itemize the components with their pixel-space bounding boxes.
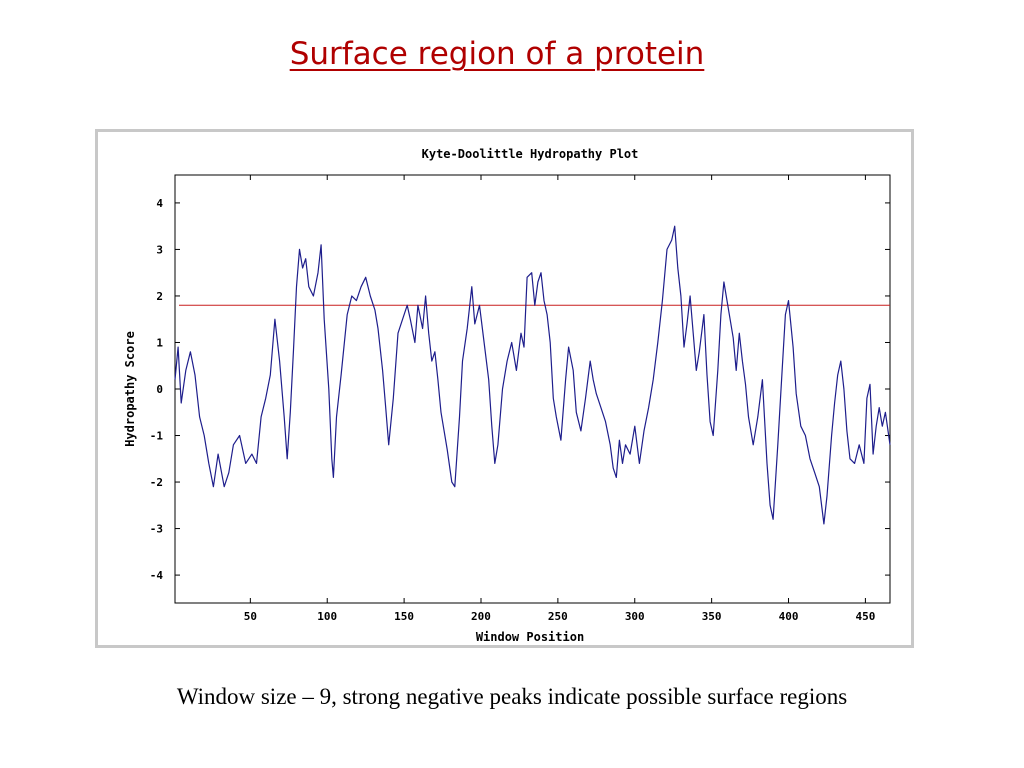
hydropathy-chart: Kyte-Doolittle Hydropathy Plot Window Po…	[123, 147, 891, 644]
x-axis-label: Window Position	[476, 630, 584, 644]
x-tick-label: 250	[548, 610, 568, 623]
x-tick-label: 50	[244, 610, 257, 623]
y-axis-label: Hydropathy Score	[123, 331, 137, 447]
x-tick-label: 100	[317, 610, 337, 623]
y-tick-label: -2	[150, 476, 163, 489]
x-tick-label: 450	[855, 610, 875, 623]
y-tick-label: 0	[156, 383, 163, 396]
slide-title: Surface region of a protein	[289, 36, 705, 72]
y-tick-label: 1	[156, 336, 163, 349]
y-tick-label: -1	[150, 430, 164, 443]
x-tick-label: 350	[702, 610, 722, 623]
y-tick-label: 3	[156, 243, 163, 256]
x-tick-label: 300	[625, 610, 645, 623]
chart-title: Kyte-Doolittle Hydropathy Plot	[422, 147, 639, 161]
x-tick-label: 200	[471, 610, 491, 623]
y-tick-label: 2	[156, 290, 163, 303]
hydropathy-series-line	[174, 225, 891, 525]
plot-frame: Kyte-Doolittle Hydropathy Plot Window Po…	[95, 129, 914, 648]
x-tick-label: 400	[779, 610, 799, 623]
y-tick-label: -3	[150, 523, 163, 536]
x-axis-ticks: 50 100 150 200 250 300 350 400 450	[244, 175, 875, 623]
y-axis-ticks: -4 -3 -2 -1 0 1 2 3 4	[150, 197, 890, 582]
x-tick-label: 150	[394, 610, 414, 623]
y-tick-label: 4	[156, 197, 163, 210]
y-tick-label: -4	[150, 569, 164, 582]
plot-area	[174, 174, 891, 604]
slide-caption: Window size – 9, strong negative peaks i…	[176, 684, 848, 709]
